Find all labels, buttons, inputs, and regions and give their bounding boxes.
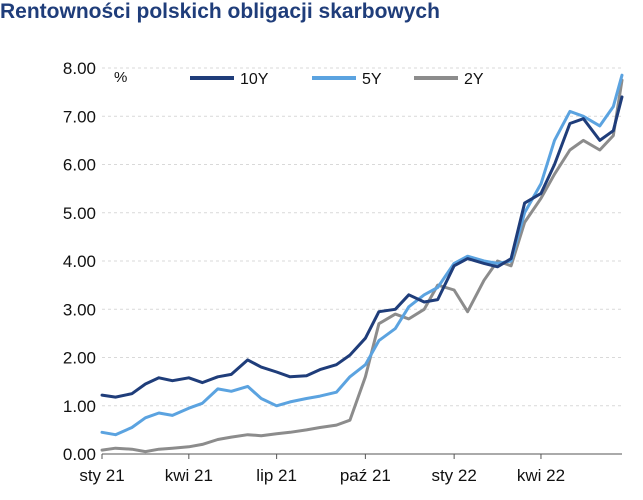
chart-title: Rentowności polskich obligacji skarbowyc… bbox=[0, 0, 440, 23]
x-axis: sty 21 kwi 21 lip 21 paź 21 sty 22 kwi 22 bbox=[79, 453, 622, 485]
x-tick-label: paź 21 bbox=[340, 466, 391, 485]
y-tick-label: 4.00 bbox=[63, 252, 96, 271]
y-tick-label: 3.00 bbox=[63, 300, 96, 319]
x-tick-label: sty 21 bbox=[79, 466, 124, 485]
x-tick-label: kwi 21 bbox=[165, 466, 213, 485]
gridlines bbox=[102, 67, 622, 407]
x-tick-label: kwi 22 bbox=[517, 466, 565, 485]
series-line-2y bbox=[100, 78, 624, 454]
legend: 10Y 5Y 2Y bbox=[190, 71, 484, 88]
x-tick-label: lip 21 bbox=[256, 466, 297, 485]
y-tick-label: 7.00 bbox=[63, 107, 96, 126]
y-tick-label: 6.00 bbox=[63, 156, 96, 175]
legend-label: 10Y bbox=[240, 71, 269, 88]
y-axis: 0.00 1.00 2.00 3.00 4.00 5.00 6.00 7.00 8.00 bbox=[63, 59, 96, 464]
series-line-10y bbox=[100, 95, 624, 399]
legend-label: 2Y bbox=[464, 71, 484, 88]
series-line-5y bbox=[100, 73, 624, 437]
y-tick-label: 0.00 bbox=[63, 445, 96, 464]
series-lines bbox=[100, 73, 624, 454]
y-tick-label: 5.00 bbox=[63, 204, 96, 223]
y-tick-label: 2.00 bbox=[63, 349, 96, 368]
legend-label: 5Y bbox=[362, 71, 382, 88]
x-tick-label: sty 22 bbox=[431, 466, 476, 485]
unit-label: % bbox=[114, 69, 127, 86]
y-tick-label: 8.00 bbox=[63, 59, 96, 78]
y-tick-label: 1.00 bbox=[63, 397, 96, 416]
